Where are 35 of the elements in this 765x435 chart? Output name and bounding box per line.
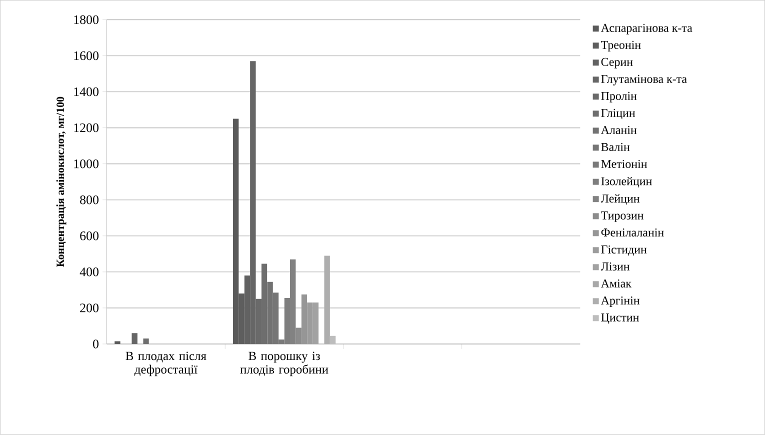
legend-label: Ізолейцин <box>601 177 652 188</box>
legend-label: Аспарагінова к-та <box>600 24 692 34</box>
legend-label: Глутамінова к-та <box>601 75 687 86</box>
y-tick-label: 1600 <box>74 51 99 60</box>
y-axis-title: Концентрація амінокислот, мг/100 <box>56 97 66 268</box>
y-tick-label: 1800 <box>74 15 99 24</box>
y-tick-label: 0 <box>93 340 99 348</box>
legend-label: Лізин <box>600 262 630 271</box>
legend-label: Цистин <box>601 314 639 324</box>
y-tick-label: 1400 <box>74 88 99 96</box>
bar <box>143 338 149 344</box>
legend-label: Фенілаланін <box>601 228 664 237</box>
legend-label: Аргінін <box>600 296 640 308</box>
legend-label: Пролін <box>601 92 637 103</box>
y-tick-label: 200 <box>80 304 99 312</box>
legend-label: Тирозин <box>601 212 644 222</box>
legend-label: Гістидин <box>601 246 647 256</box>
legend-label: Серин <box>601 58 633 69</box>
legend-label: Треонін <box>601 41 641 52</box>
y-tick-label: 1000 <box>74 160 99 168</box>
legend-label: Валін <box>601 143 630 152</box>
y-tick-label: 600 <box>80 232 99 240</box>
bar <box>132 333 138 344</box>
legend-label: Аланін <box>600 126 637 134</box>
x-tick-label: В порошку із плодів горобини <box>240 352 328 376</box>
bar <box>330 336 336 344</box>
bar <box>114 341 120 344</box>
y-tick-label: 800 <box>80 196 99 204</box>
y-tick-label: 400 <box>80 268 99 276</box>
y-tick-label: 1200 <box>74 124 99 132</box>
x-tick-label: В плодах після дефростації <box>126 352 206 376</box>
legend-label: Гліцин <box>601 109 636 120</box>
legend-label: Метіонін <box>601 160 647 168</box>
legend-label: Лейцин <box>600 194 640 205</box>
legend-label: Аміак <box>600 280 632 288</box>
